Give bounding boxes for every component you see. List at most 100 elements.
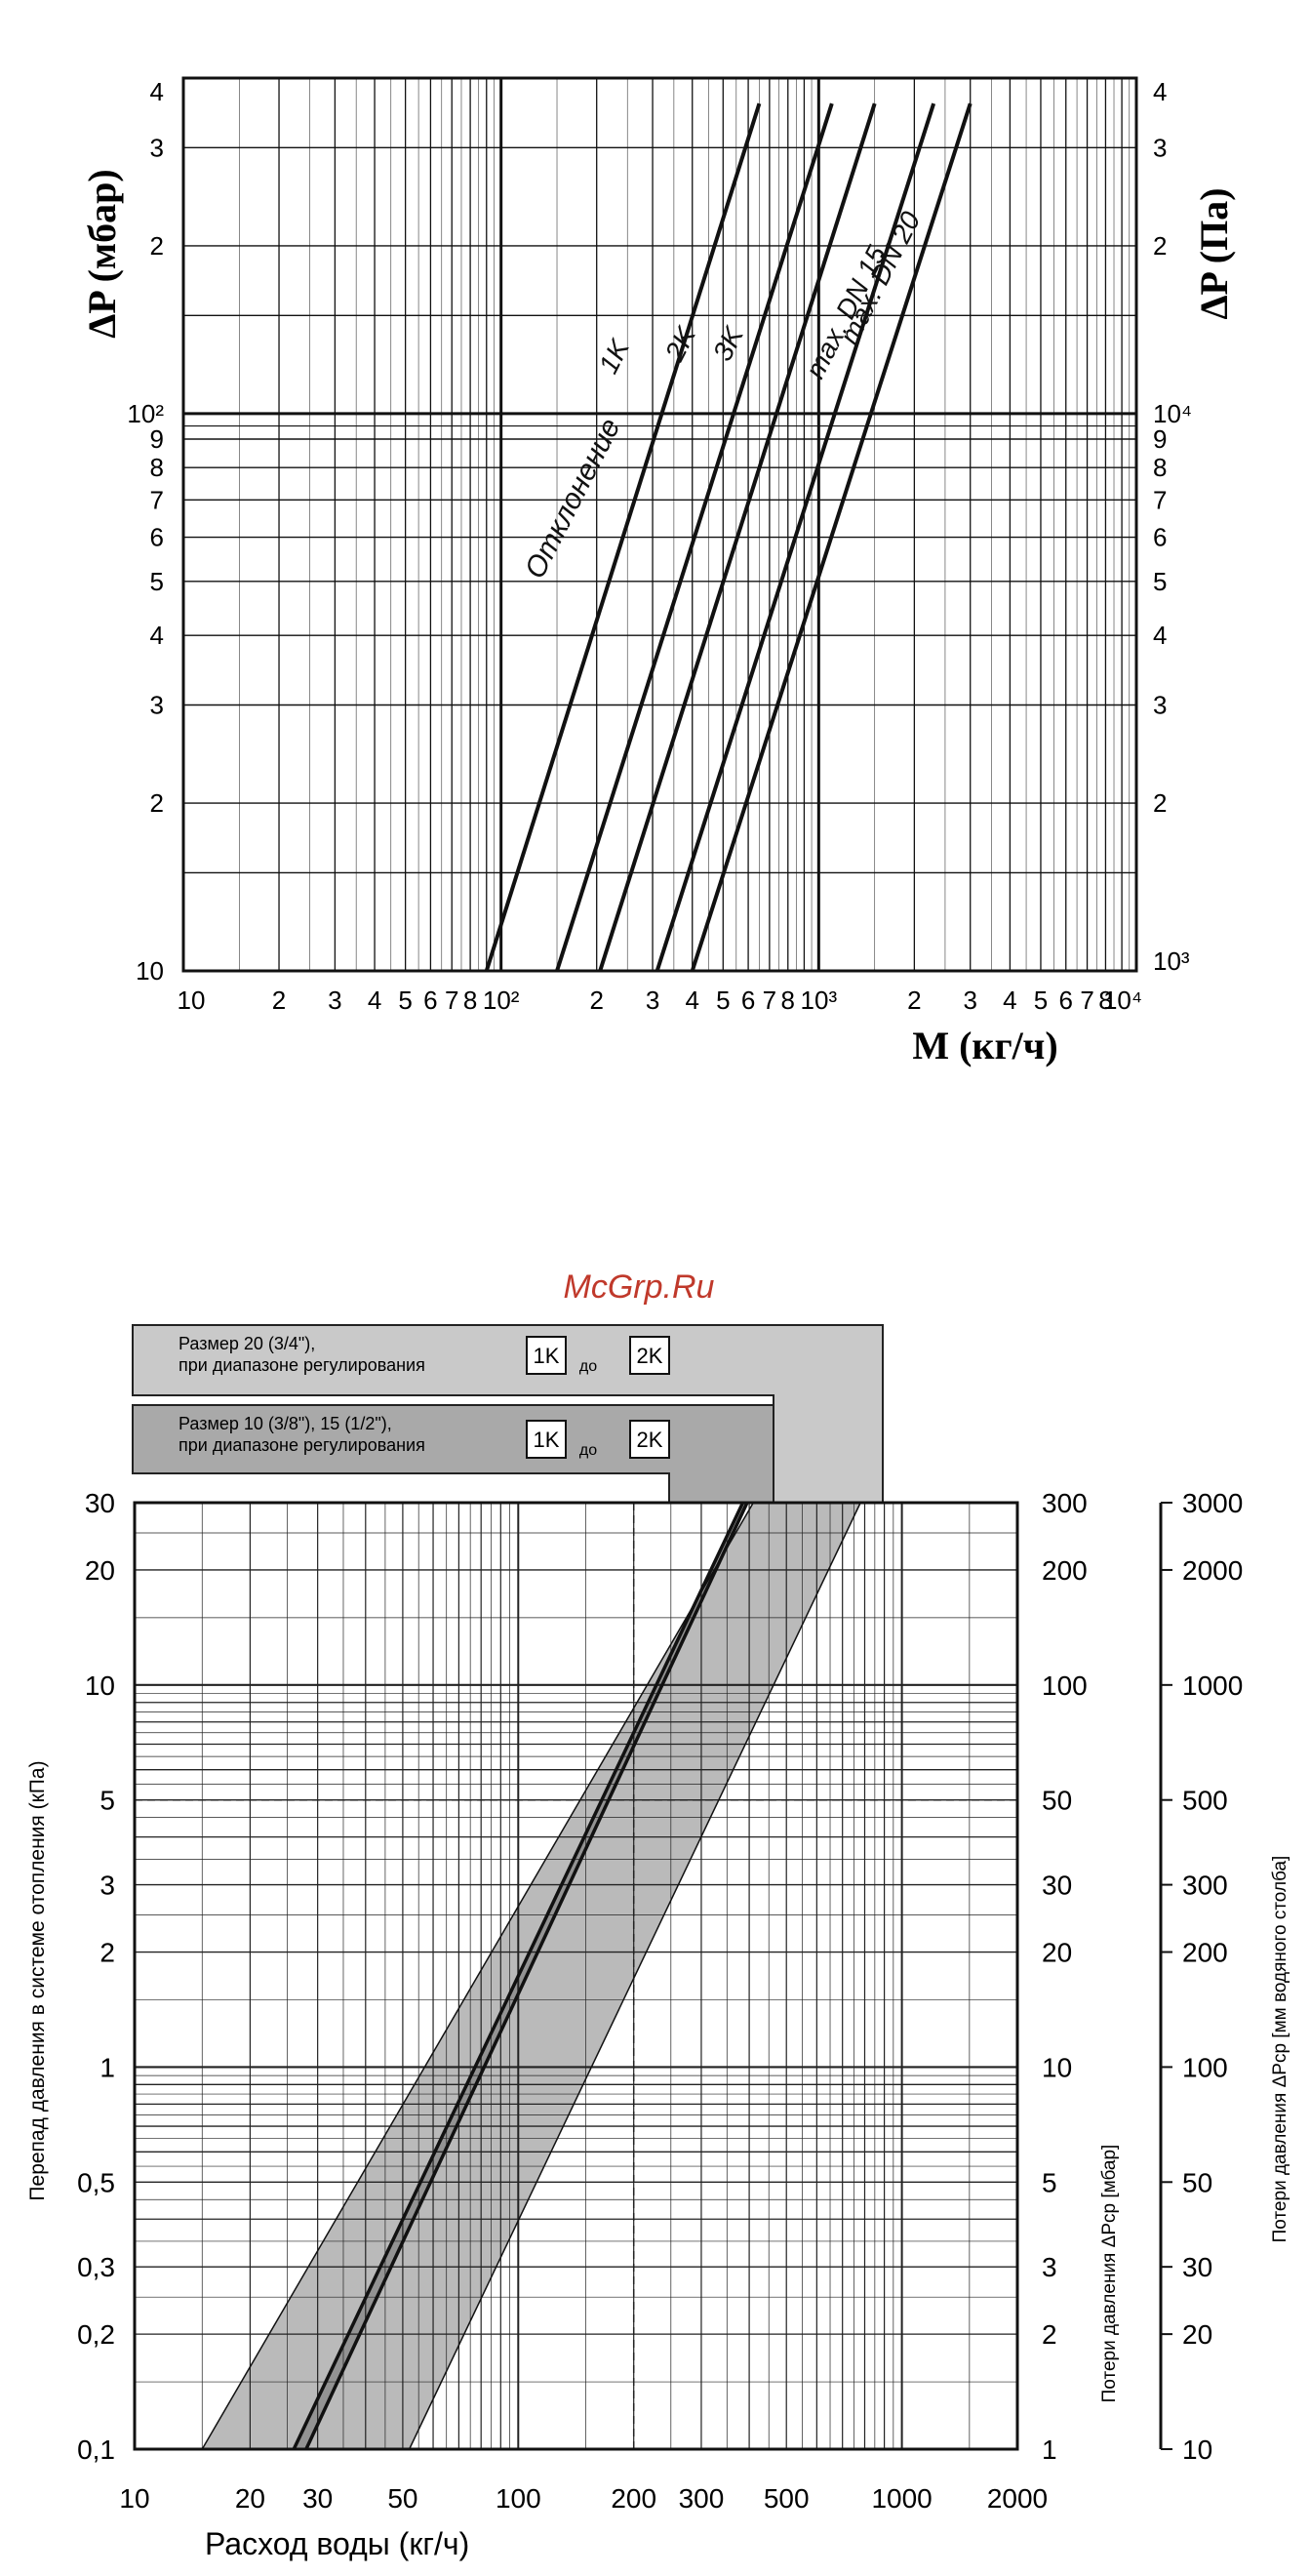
chart-2-y-tick-left: 0,3 xyxy=(77,2252,115,2282)
chart-1-y-tick-left: 3 xyxy=(150,690,164,719)
chart-1-x-tick-label: 10⁴ xyxy=(1103,986,1142,1015)
chart-1-series-line-4 xyxy=(655,102,936,972)
chart-1-y-tick-right: 5 xyxy=(1153,567,1167,596)
chart-1-y-tick-left: 10² xyxy=(127,399,164,428)
chart-1-y-tick-left: 8 xyxy=(150,453,164,482)
chart-1-x-tick-label: 6 xyxy=(1059,986,1073,1015)
chart-2-ylabel-right-1: Потери давления ΔPср [мбар] xyxy=(1099,2145,1120,2403)
chart-2-x-tick-label: 300 xyxy=(679,2483,725,2514)
chart-2-x-tick-label: 100 xyxy=(496,2483,541,2514)
box-1-to-word: до xyxy=(579,1358,597,1375)
chart-1-y-tick-left: 7 xyxy=(150,485,164,514)
chart-1-ylabel-right: ΔP (Па) xyxy=(1192,187,1236,319)
chart-1-x-tick-label: 8 xyxy=(781,986,795,1015)
chart-1-frame xyxy=(181,76,1138,973)
box-1-to-key xyxy=(629,1336,670,1375)
chart-1-x-tick-label: 10 xyxy=(178,986,206,1015)
chart-1-x-tick-label: 10² xyxy=(483,986,520,1015)
chart-2-band-1-edge-2 xyxy=(408,1502,861,2450)
chart-1-y-tick-left: 3 xyxy=(150,133,164,162)
chart-1-x-tick-label: 8 xyxy=(1098,986,1112,1015)
chart-1-x-tick-label: 4 xyxy=(1003,986,1016,1015)
chart-2-y-ticks-left: 0,1 0,2 0,3 0,5 1 2 3 5 10 20 30 xyxy=(77,1488,115,2465)
chart-2-frame xyxy=(133,1501,1019,2451)
box-2-to-word: до xyxy=(579,1442,597,1459)
chart-1-y-tick-right: 8 xyxy=(1153,453,1167,482)
chart-2-y-tick-right-2: 1000 xyxy=(1182,1670,1243,1701)
chart-2-y-tick-right-2: 2000 xyxy=(1182,1555,1243,1586)
chart-2-y-ticks-right-2: 10 20 30 50 100 200 300 500 1000 2000 3000 xyxy=(1161,1488,1243,2465)
chart-2-y-tick-right-2: 10 xyxy=(1182,2435,1212,2465)
chart-2-bands xyxy=(202,1503,861,2449)
chart-2-y-tick-right-1: 30 xyxy=(1042,1871,1072,1901)
chart-2-x-tick-label: 1000 xyxy=(871,2483,932,2514)
chart-2-y-tick-right-1: 10 xyxy=(1042,2052,1072,2082)
chart-1-y-tick-right: 9 xyxy=(1153,424,1167,454)
chart-1-y-tick-left: 10 xyxy=(136,956,164,986)
box-1-line-2: при диапазоне регулирования xyxy=(179,1355,425,1375)
chart-1-series-line-1 xyxy=(484,102,762,972)
chart-2-y-tick-right-1: 1 xyxy=(1042,2435,1057,2465)
annotation-box-size-10-15: Размер 10 (3/8"), 15 (1/2"), при диапазо… xyxy=(132,1404,774,1504)
chart-2-y-tick-right-2: 30 xyxy=(1182,2252,1212,2282)
chart-2-y-tick-right-2: 200 xyxy=(1182,1938,1228,1968)
chart-1-y-tick-right: 10⁴ xyxy=(1153,399,1192,428)
chart-2-y-tick-right-1: 2 xyxy=(1042,2319,1057,2350)
box-1-from-key xyxy=(526,1336,567,1375)
chart-2-x-ticks: 10 20 30 50 100 200 300 500 1000 2000 xyxy=(119,2483,1048,2514)
chart-1-x-tick-label: 5 xyxy=(716,986,730,1015)
chart-1-y-tick-right: 4 xyxy=(1153,77,1167,106)
chart-2-ylabel-left: Перепад давления в системе отопления (кП… xyxy=(26,1760,49,2200)
chart-1-x-tick-label: 2 xyxy=(272,986,286,1015)
chart-2-y-tick-right-2: 300 xyxy=(1182,1871,1228,1901)
chart-1-x-tick-label: 5 xyxy=(1034,986,1048,1015)
chart-2-y-tick-right-2: 500 xyxy=(1182,1786,1228,1816)
chart-1-x-tick-label: 10³ xyxy=(801,986,838,1015)
box-2-line-2: при диапазоне регулирования xyxy=(179,1435,425,1455)
chart-1-x-tick-label: 5 xyxy=(398,986,412,1015)
chart-2-x-tick-label: 10 xyxy=(119,2483,149,2514)
chart-1-ylabel-left: ΔP (мбар) xyxy=(80,169,124,338)
chart-1-x-tick-label: 4 xyxy=(368,986,381,1015)
box-1-to: 2K xyxy=(637,1344,663,1368)
chart-1-y-tick-left: 2 xyxy=(150,231,164,261)
chart-1-x-tick-label: 3 xyxy=(646,986,659,1015)
box-2-to-key xyxy=(629,1420,670,1459)
chart-1-x-tick-label: 2 xyxy=(589,986,603,1015)
chart-2-y-tick-right-1: 50 xyxy=(1042,1786,1072,1816)
chart-1-y-tick-left: 6 xyxy=(150,523,164,552)
chart-1-x-tick-label: 7 xyxy=(445,986,458,1015)
chart-2-ylabel-right-2: Потери давления ΔPср [мм водяного столба… xyxy=(1270,1856,1290,2243)
box-1-line-1: Размер 20 (3/4"), xyxy=(179,1334,315,1353)
chart-2-y-tick-right-1: 5 xyxy=(1042,2167,1057,2197)
chart-1-y-tick-right: 10³ xyxy=(1153,946,1190,976)
chart-1-x-tick-label: 3 xyxy=(328,986,341,1015)
chart-2-x-tick-label: 2000 xyxy=(987,2483,1048,2514)
chart-2-band-2-edge-1 xyxy=(292,1502,745,2450)
chart-1-y-tick-left: 4 xyxy=(150,621,164,650)
chart-1-y-tick-right: 2 xyxy=(1153,788,1167,818)
chart-2-band-2-edge-2 xyxy=(304,1502,749,2450)
chart-1-y-tick-right: 3 xyxy=(1153,133,1167,162)
chart-2-y-tick-left: 2 xyxy=(99,1938,115,1968)
chart-2-x-tick-label: 500 xyxy=(764,2483,810,2514)
chart-1-y-tick-right: 7 xyxy=(1153,485,1167,514)
chart-2-y-tick-left: 0,2 xyxy=(77,2319,115,2350)
chart-2-y-tick-right-2: 100 xyxy=(1182,2052,1228,2082)
watermark: McGrp.Ru xyxy=(564,1268,715,1306)
chart-1-x-tick-label: 3 xyxy=(963,986,976,1015)
chart-1-y-tick-right: 2 xyxy=(1153,231,1167,261)
box-2-line-1: Размер 10 (3/8"), 15 (1/2"), xyxy=(179,1414,392,1433)
chart-2-y-tick-left: 20 xyxy=(85,1555,115,1586)
chart-2-x-tick-label: 20 xyxy=(235,2483,265,2514)
chart-1-series-line-3 xyxy=(598,102,877,972)
chart-1-y-tick-left: 2 xyxy=(150,788,164,818)
chart-2-y-tick-right-1: 200 xyxy=(1042,1555,1088,1586)
chart-1-x-tick-label: 6 xyxy=(741,986,755,1015)
chart-2-y-tick-left: 30 xyxy=(85,1488,115,1518)
chart-2-y-tick-left: 1 xyxy=(99,2052,115,2082)
